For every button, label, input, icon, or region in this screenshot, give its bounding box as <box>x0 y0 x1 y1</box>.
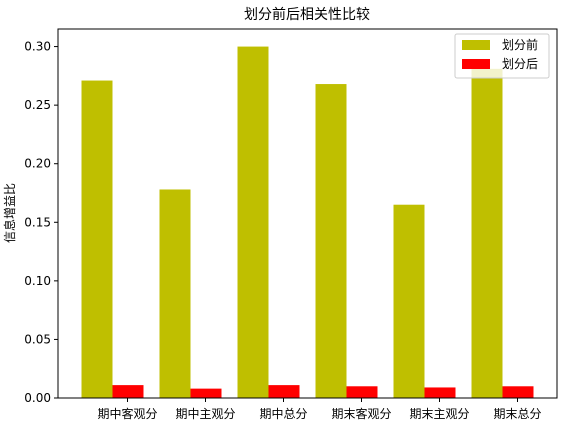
bar-before-3 <box>315 84 347 399</box>
x-tick-label: 期中客观分 <box>97 406 157 421</box>
x-tick-label: 期中总分 <box>259 406 307 421</box>
plot-frame <box>57 28 558 399</box>
bar-after-5 <box>502 386 534 398</box>
y-tick-label: 0.05 <box>24 332 51 346</box>
x-tick-label: 期末总分 <box>493 407 541 421</box>
y-tick-label: 0.30 <box>24 40 51 54</box>
bar-before-4 <box>393 204 425 398</box>
bars-layer <box>81 46 534 399</box>
bar-before-5 <box>471 68 503 398</box>
y-tick-label: 0.20 <box>24 157 51 171</box>
legend-label-1: 划分后 <box>502 57 538 71</box>
legend-label-0: 划分前 <box>502 37 538 52</box>
y-tick-label: 0.15 <box>24 215 51 229</box>
legend-swatch-0 <box>462 40 490 50</box>
y-tick-label: 0.10 <box>24 274 51 288</box>
x-ticks-layer: 期中客观分 期中主观分 期中总分 期末客观分 期末主观分 期末总分 <box>97 398 542 421</box>
legend-swatch-1 <box>462 59 490 69</box>
y-axis-label: 信息增益比 <box>2 183 17 243</box>
bar-before-0 <box>81 80 113 399</box>
x-tick-label: 期末客观分 <box>331 406 391 421</box>
x-tick-label: 期中主观分 <box>175 406 235 421</box>
x-tick-label: 期末主观分 <box>409 407 469 421</box>
y-ticks-layer: 0.00 0.05 0.10 0.15 0.20 0.25 0.30 <box>24 40 58 405</box>
bar-before-2 <box>237 46 269 398</box>
bar-after-0 <box>112 385 144 398</box>
bar-before-1 <box>159 189 191 398</box>
bar-after-1 <box>190 388 222 398</box>
chart-title: 划分前后相关性比较 <box>244 6 370 23</box>
bar-after-3 <box>346 386 378 398</box>
y-tick-label: 0.00 <box>24 391 51 405</box>
bar-after-2 <box>268 385 300 398</box>
y-tick-label: 0.25 <box>24 98 51 112</box>
bar-after-4 <box>424 387 456 398</box>
